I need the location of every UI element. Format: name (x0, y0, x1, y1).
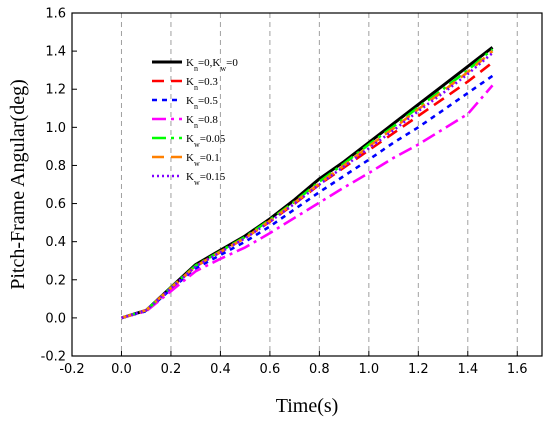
y-tick-label: 0.6 (45, 197, 66, 212)
legend-label-7: Kw=0.15 (186, 171, 226, 187)
y-tick-label: -0.2 (41, 350, 66, 365)
x-tick-label: 1.2 (408, 362, 429, 377)
legend-label-2: Kn=0.3 (186, 76, 218, 92)
legend-label-3: Kn=0.5 (186, 95, 218, 111)
y-tick-label: 0.2 (45, 273, 66, 288)
y-tick-label: 1.0 (45, 121, 66, 136)
y-tick-label: 1.4 (45, 45, 66, 60)
plot-frame (71, 12, 543, 357)
legend-label-6: Kw=0.1 (186, 152, 220, 168)
y-tick-label: 0.0 (45, 311, 66, 326)
x-tick-label: -0.2 (59, 362, 84, 377)
x-tick-label: 1.4 (457, 362, 478, 377)
legend: Kn=0,Kw=0 Kn=0.3 Kn=0.5 Kn=0.8 Kw=0.05 Kw=0.1… (152, 57, 238, 187)
y-tick-label: 0.4 (45, 235, 66, 250)
series-line-1 (121, 46, 494, 320)
x-axis-title: Time(s) (276, 395, 339, 417)
series-line-5 (121, 48, 494, 320)
y-tick-label: 1.6 (45, 7, 66, 22)
x-tick-label: 0.4 (210, 362, 231, 377)
x-tick-label: 1.0 (358, 362, 379, 377)
series-line-6 (121, 50, 494, 320)
x-tick-label: 1.6 (507, 362, 528, 377)
legend-label-4: Kn=0.8 (186, 114, 218, 130)
x-tick-label: 0.6 (260, 362, 281, 377)
series-line-4 (121, 84, 494, 320)
y-axis-title: Pitch-Frame Angular(deg) (7, 79, 29, 290)
x-tick-label: 0.0 (111, 362, 132, 377)
series-line-7 (121, 52, 494, 320)
legend-label-5: Kw=0.05 (186, 133, 226, 149)
legend-label-1: Kn=0,Kw=0 (186, 57, 238, 73)
series-line-3 (121, 74, 494, 320)
axis-ticks: -0.2 0.0 0.2 0.4 0.6 0.8 1.0 1.2 1.4 1.6 -0.2 0.0 0.… (41, 7, 528, 378)
y-tick-label: 0.8 (45, 159, 66, 174)
series-lines (121, 46, 494, 320)
x-tick-label: 0.8 (309, 362, 330, 377)
y-tick-label: 1.2 (45, 83, 66, 98)
x-tick-label: 0.2 (161, 362, 182, 377)
